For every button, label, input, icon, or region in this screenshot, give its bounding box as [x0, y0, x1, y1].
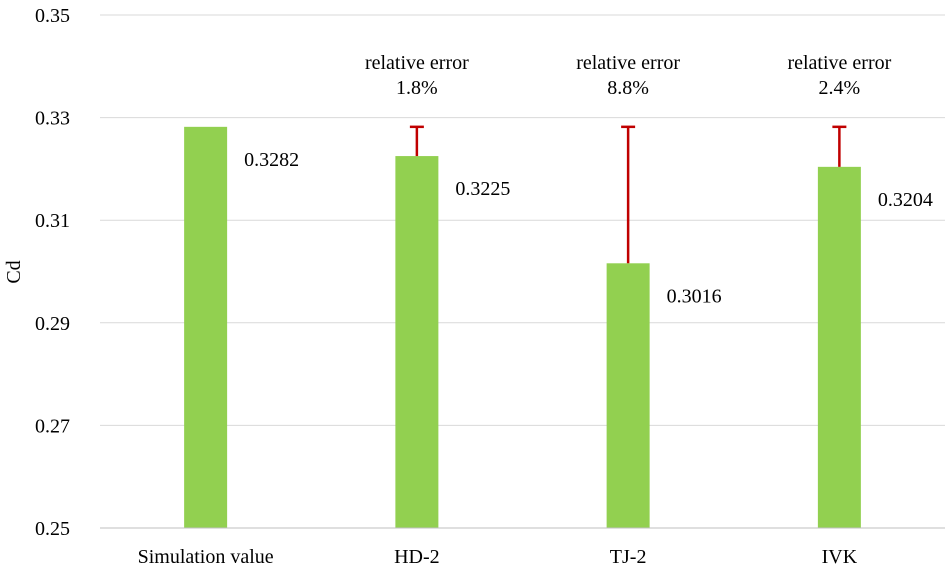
annotation-line2: 2.4%	[819, 77, 861, 99]
bar	[395, 156, 439, 528]
data-label: 0.3016	[667, 285, 722, 307]
y-tick-label: 0.27	[35, 415, 70, 437]
x-tick-label: HD-2	[394, 546, 440, 568]
y-tick-label: 0.33	[35, 108, 70, 130]
x-tick-label: Simulation value	[138, 546, 274, 568]
data-label: 0.3225	[455, 178, 510, 200]
relative-error-annotations: relative error 1.8% relative error 8.8% rela…	[365, 52, 892, 99]
annotation-line2: 8.8%	[607, 77, 649, 99]
value-labels: 0.3282 0.3225 0.3016 0.3204	[244, 149, 933, 307]
annotation-line1: relative error	[787, 52, 891, 74]
bar	[606, 263, 650, 528]
bar	[817, 166, 861, 528]
y-axis-title: Cd	[3, 260, 25, 283]
annotation-line2: 1.8%	[396, 77, 438, 99]
gridlines	[100, 14, 945, 426]
y-axis-ticks: 0.25 0.27 0.29 0.31 0.33 0.35	[35, 5, 70, 540]
bar	[184, 126, 228, 529]
x-axis-categories: Simulation value HD-2 TJ-2 IVK	[138, 546, 858, 568]
error-bars	[409, 125, 847, 264]
data-label: 0.3282	[244, 149, 299, 171]
bars	[184, 126, 861, 529]
annotation-line1: relative error	[576, 52, 680, 74]
x-tick-label: TJ-2	[610, 546, 647, 568]
data-label: 0.3204	[878, 189, 933, 211]
y-tick-label: 0.31	[35, 210, 70, 232]
y-tick-label: 0.25	[35, 518, 70, 540]
y-tick-label: 0.29	[35, 313, 70, 335]
annotation-line1: relative error	[365, 52, 469, 74]
y-tick-label: 0.35	[35, 5, 70, 27]
x-tick-label: IVK	[822, 546, 858, 568]
